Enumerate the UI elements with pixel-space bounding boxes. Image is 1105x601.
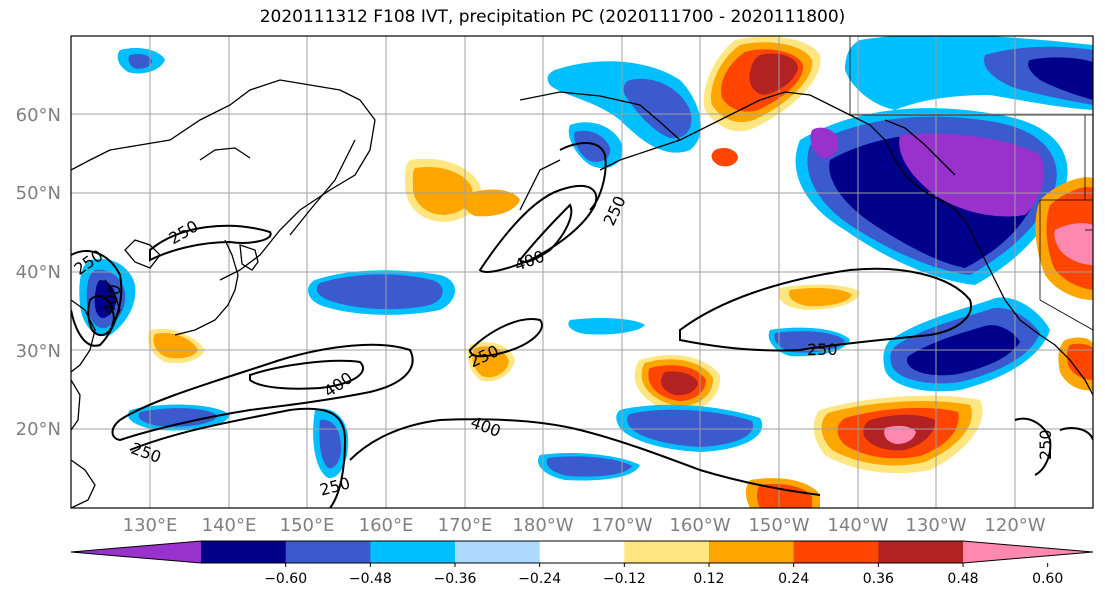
lon-label: 150°E	[280, 515, 335, 536]
colorbar-tick-label: 0.24	[778, 571, 809, 587]
contour-label: 250	[807, 340, 838, 359]
colorbar-segment	[709, 541, 795, 563]
map-title: 2020111312 F108 IVT, precipitation PC (2…	[259, 7, 846, 27]
lon-label: 160°W	[669, 515, 730, 536]
colorbar-segment	[878, 541, 964, 563]
contour-label: 400	[468, 413, 503, 441]
colorbar-segment	[455, 541, 541, 563]
contour-label: 400	[512, 247, 547, 275]
colorbar-tick-label: 0.36	[863, 571, 894, 587]
colorbar-extend-high	[963, 541, 1093, 563]
map-frame	[70, 35, 1094, 509]
precip-field-west-pacific	[128, 270, 455, 479]
colorbar-extend-low	[71, 541, 201, 563]
colorbar	[70, 540, 1094, 564]
coastlines	[71, 79, 1093, 508]
lon-label: 170°W	[591, 515, 652, 536]
colorbar-tick-label: 0.60	[1032, 571, 1063, 587]
colorbar-tick-label: −0.12	[603, 571, 646, 587]
precip-field-california-positive	[1035, 177, 1093, 391]
lon-label: 130°W	[905, 515, 966, 536]
colorbar-labels: −0.60 −0.48 −0.36 −0.24 −0.12 0.12 0.24 0.36 0.4…	[264, 563, 1063, 587]
precip-field-west-positive	[148, 158, 520, 382]
lon-label: 120°W	[984, 515, 1045, 536]
precip-field-central-positive	[634, 284, 860, 412]
contour-label: 250	[166, 216, 202, 248]
precip-field-aleutian-positive	[703, 36, 821, 167]
precip-field-northeast	[845, 36, 1093, 110]
contour-label: 250	[129, 439, 164, 467]
contour-label-vertical: 250	[1036, 429, 1055, 460]
contour-label: 250	[600, 193, 630, 229]
lat-label: 40°N	[16, 262, 61, 283]
lon-label: 140°E	[202, 515, 257, 536]
precip-field-west-canada	[795, 108, 1068, 285]
colorbar-segment	[539, 541, 625, 563]
lon-label: 150°W	[748, 515, 809, 536]
precip-field-southeast-positive	[745, 395, 983, 508]
precip-field-north-blue	[547, 61, 701, 169]
colorbar-outline	[70, 540, 1094, 564]
lat-label: 50°N	[16, 183, 61, 204]
colorbar-tick-label: −0.36	[434, 571, 477, 587]
lon-label: 170°E	[438, 515, 493, 536]
lat-label: 60°N	[16, 105, 61, 126]
colorbar-tick-label: 0.12	[693, 571, 724, 587]
contour-label: 250	[318, 473, 352, 499]
colorbar-tick-label: −0.48	[349, 571, 392, 587]
lon-label: 140°W	[827, 515, 888, 536]
colorbar-tick-label: −0.60	[264, 571, 307, 587]
colorbar-segment	[285, 541, 371, 563]
colorbar-segment	[793, 541, 879, 563]
lon-label: 130°E	[123, 515, 178, 536]
colorbar-segment	[370, 541, 456, 563]
colorbar-segment	[201, 541, 287, 563]
ivt-contours	[71, 142, 1093, 508]
lat-label: 30°N	[16, 341, 61, 362]
longitude-labels: 130°E 140°E 150°E 160°E 170°E 180°W 170°…	[123, 515, 1046, 536]
colorbar-tick-label: −0.24	[518, 571, 561, 587]
lon-label: 180°W	[512, 515, 573, 536]
colorbar-tick-label: 0.48	[947, 571, 978, 587]
latitude-labels: 60°N 50°N 40°N 30°N 20°N	[16, 105, 61, 440]
lon-label: 160°E	[359, 515, 414, 536]
lat-label: 20°N	[16, 419, 61, 440]
borders	[849, 36, 1093, 331]
precip-field-east-pacific-blue	[537, 297, 1050, 481]
colorbar-segment	[624, 541, 710, 563]
